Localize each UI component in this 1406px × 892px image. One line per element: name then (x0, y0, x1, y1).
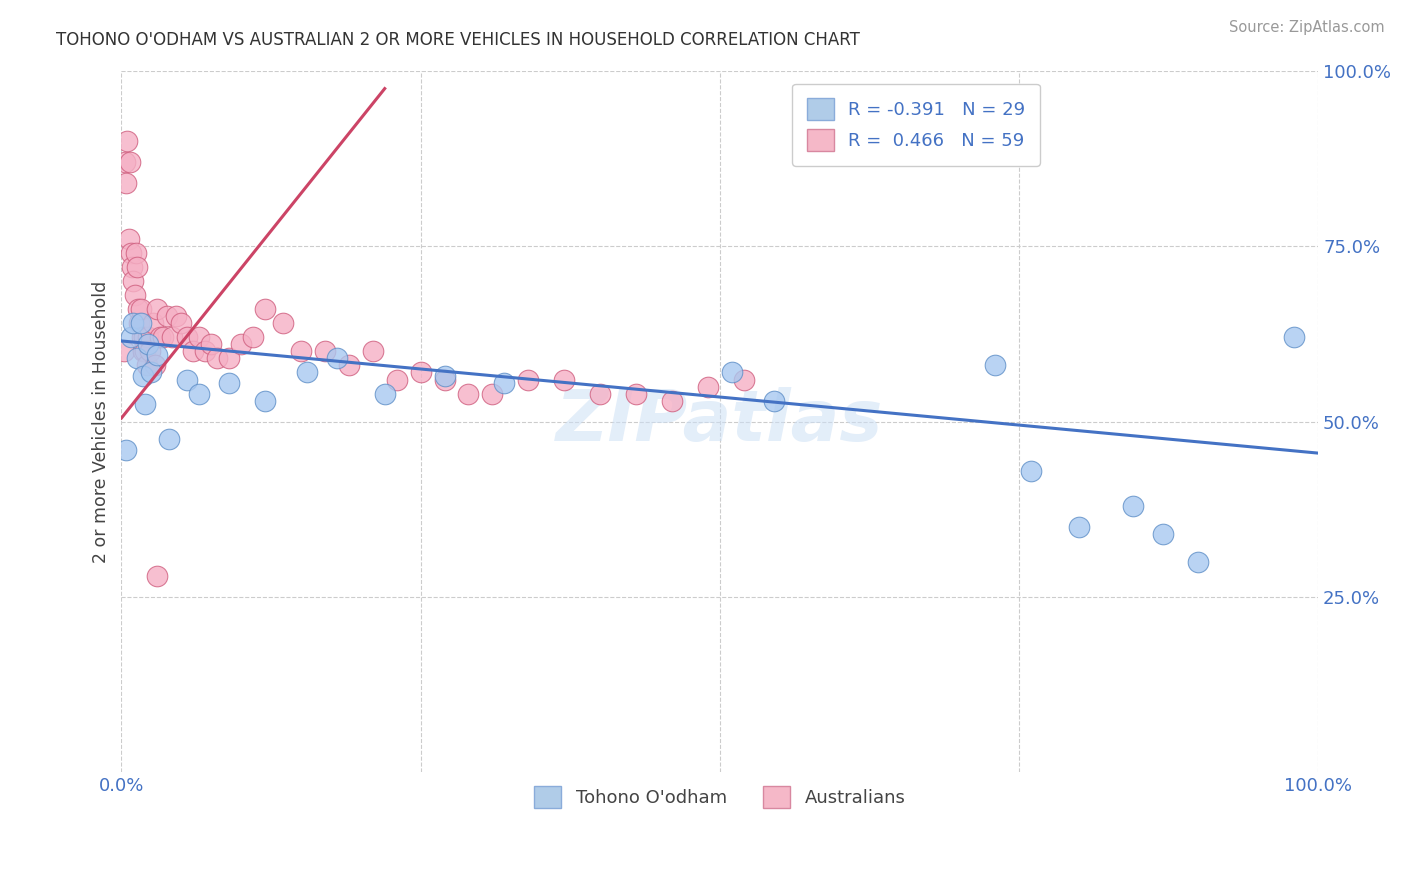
Point (553, 372, 575, 386)
Point (122, 317, 145, 331)
Point (271, 317, 294, 331)
Point (166, 310, 188, 324)
Point (124, 288, 146, 302)
Text: TOHONO O'ODHAM VS AUSTRALIAN 2 OR MORE VEHICLES IN HOUSEHOLD CORRELATION CHART: TOHONO O'ODHAM VS AUSTRALIAN 2 OR MORE V… (56, 31, 860, 49)
Point (132, 369, 155, 384)
Point (120, 246, 142, 260)
Point (762, 393, 785, 408)
Point (200, 337, 222, 351)
Point (295, 366, 318, 380)
Point (1187, 555, 1209, 569)
Point (134, 344, 156, 359)
Point (160, 330, 183, 344)
Point (156, 310, 179, 324)
Point (129, 302, 152, 317)
Point (254, 393, 277, 408)
Point (326, 351, 349, 366)
Point (143, 359, 166, 373)
Point (125, 260, 148, 275)
Point (205, 351, 228, 366)
Point (152, 330, 174, 344)
Point (433, 369, 456, 384)
Point (361, 344, 384, 359)
Point (696, 379, 718, 393)
Point (374, 386, 396, 401)
Point (720, 366, 742, 380)
Point (176, 330, 198, 344)
Point (135, 359, 157, 373)
Point (146, 348, 169, 362)
Point (337, 359, 360, 373)
Point (1019, 464, 1042, 478)
Point (242, 330, 264, 344)
Text: ZIPatlas: ZIPatlas (557, 387, 883, 456)
Point (218, 376, 240, 390)
Point (146, 569, 169, 583)
Point (128, 317, 150, 331)
Point (157, 432, 180, 446)
Point (136, 337, 159, 351)
Point (433, 372, 456, 386)
Point (254, 302, 277, 317)
Point (129, 317, 152, 331)
Point (733, 372, 755, 386)
Point (117, 134, 139, 148)
Point (194, 344, 217, 359)
Point (142, 317, 165, 331)
Point (122, 274, 145, 288)
Point (229, 337, 252, 351)
Point (139, 344, 162, 359)
Point (1152, 526, 1174, 541)
Point (120, 330, 142, 344)
Point (314, 344, 336, 359)
Point (115, 442, 138, 457)
Point (1122, 499, 1144, 513)
Point (114, 155, 136, 169)
Point (118, 155, 141, 169)
Point (589, 386, 612, 401)
Point (136, 330, 159, 344)
Point (170, 317, 193, 331)
Point (127, 302, 149, 317)
Point (134, 397, 156, 411)
Point (125, 351, 148, 366)
Point (188, 330, 211, 344)
Point (290, 344, 312, 359)
Point (176, 372, 198, 386)
Point (149, 330, 172, 344)
Point (481, 386, 503, 401)
Point (218, 351, 240, 366)
Point (1282, 330, 1305, 344)
Point (115, 176, 138, 190)
Point (146, 302, 169, 317)
Point (181, 344, 204, 359)
Text: Source: ZipAtlas.com: Source: ZipAtlas.com (1229, 20, 1385, 35)
Point (112, 344, 135, 359)
Point (117, 232, 139, 246)
Point (121, 260, 143, 275)
Point (125, 246, 148, 260)
Point (385, 372, 408, 386)
Point (131, 330, 153, 344)
Point (624, 386, 647, 401)
Point (134, 330, 156, 344)
Y-axis label: 2 or more Vehicles in Household: 2 or more Vehicles in Household (93, 280, 110, 563)
Point (188, 386, 211, 401)
Point (457, 386, 479, 401)
Point (517, 372, 540, 386)
Point (132, 344, 155, 359)
Point (984, 359, 1007, 373)
Point (409, 366, 432, 380)
Point (661, 393, 683, 408)
Point (141, 366, 163, 380)
Point (494, 376, 516, 390)
Point (1067, 519, 1090, 533)
Legend: Tohono O'odham, Australians: Tohono O'odham, Australians (527, 779, 912, 815)
